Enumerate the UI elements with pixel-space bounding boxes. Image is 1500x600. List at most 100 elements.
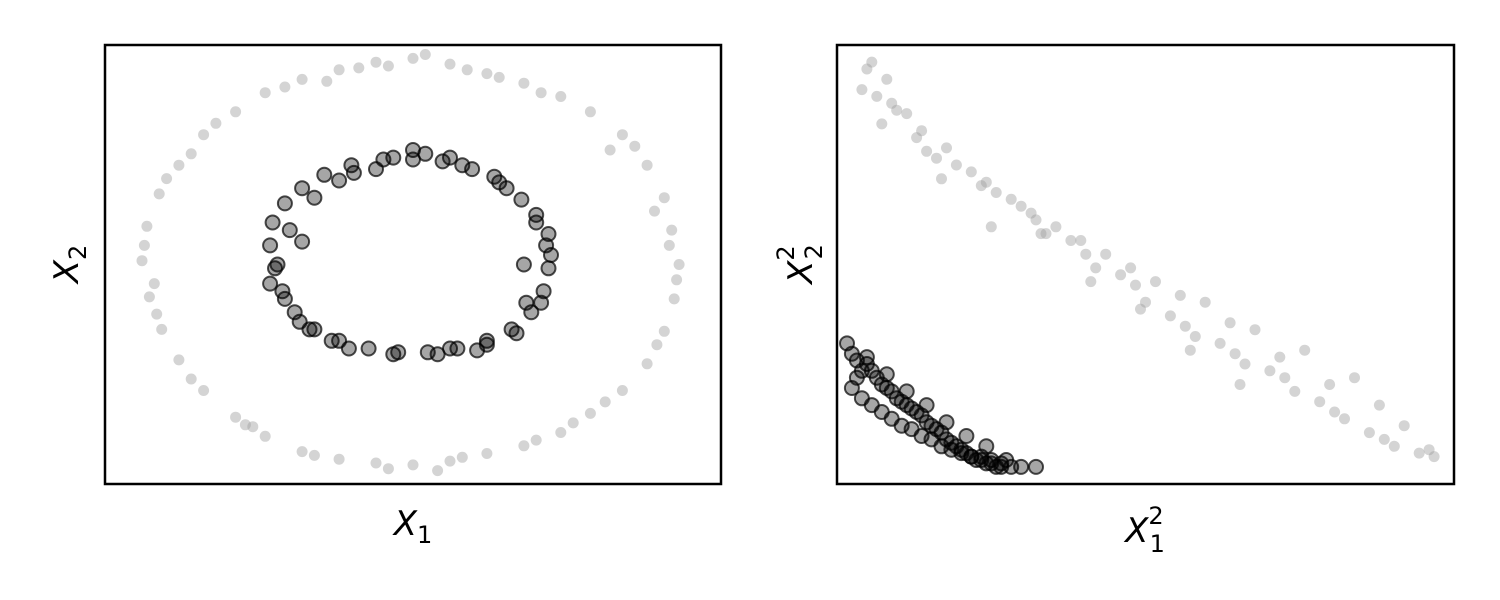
left-outer-point [599,396,611,408]
left-inner-point [323,332,340,349]
right-outer-point [1030,214,1042,226]
right-outer-point [1140,296,1151,308]
left-outer-point [518,77,530,89]
left-inner-point [291,313,308,330]
left-inner-point [294,180,311,197]
right-x-axis-label: X2 1 [1123,502,1165,558]
left-outer-point [493,71,505,83]
left-outer-point [370,56,382,68]
left-outer-point [185,148,197,160]
left-outer-point [456,451,468,463]
left-outer-point [259,87,271,99]
left-inner-point [294,233,311,250]
left-outer-point [148,278,160,290]
right-outer-point [921,145,933,157]
right-outer-point [1179,320,1191,332]
left-outer-point [382,463,394,475]
left-outer-point [663,239,675,251]
left-inner-point [405,142,421,158]
right-outer-point [1324,379,1336,390]
left-inner-point [442,149,458,166]
right-outer-point [881,73,893,85]
right-outer-point [1428,451,1440,463]
left-inner-point [508,325,525,342]
left-outer-point [198,385,210,396]
right-outer-point [1264,365,1276,377]
right-outer-point [1050,221,1062,233]
right-outer-point [1035,228,1047,240]
right-outer-point [1015,200,1027,212]
right-outer-point [1005,193,1017,205]
left-inner-point [264,214,281,231]
left-plot-frame [103,43,723,486]
right-inner-point [918,397,935,414]
left-outer-point [419,49,431,60]
left-outer-point [673,259,685,270]
left-inner-point [262,275,279,292]
left-outer-point [432,465,444,477]
right-outer-point [1214,337,1226,349]
right-outer-point [1299,344,1311,356]
left-inner-point [540,260,557,277]
left-outer-point [156,323,168,335]
right-outer-point [1184,344,1196,356]
right-outer-point [1135,303,1146,315]
right-outer-point [1274,351,1286,363]
right-inner-point [1013,458,1030,475]
right-outer-point [1239,358,1251,370]
left-outer-point [481,448,493,459]
left-outer-point [530,434,542,446]
left-outer-point [535,87,547,99]
left-outer-point [136,255,148,267]
left-outer-point [658,192,670,204]
left-inner-point [442,340,458,357]
left-inner-point [513,191,530,208]
left-outer-point [333,453,345,465]
left-outer-point [333,64,345,76]
right-outer-point [1329,406,1341,418]
left-inner-point [540,226,557,242]
left-outer-point [210,117,222,129]
right-inner-point [898,383,915,400]
right-outer-point [1229,348,1241,360]
right-inner-point [878,366,895,383]
left-outer-point [151,308,163,320]
right-outer-point [1378,433,1390,445]
right-inner-point [1028,458,1044,475]
right-outer-point [856,84,868,96]
left-inner-point [498,180,515,197]
right-outer-point [1339,413,1350,425]
right-scatter-panel: X2 1 X22 [772,43,1456,558]
right-outer-point [1075,235,1087,246]
left-outer-point [407,459,419,471]
left-outer-point [247,421,259,433]
left-outer-point [567,417,579,429]
left-inner-point [345,164,362,181]
left-inner-point [269,256,286,273]
left-inner-point [306,189,323,206]
left-outer-point [353,62,365,74]
right-outer-point [950,159,962,171]
right-outer-point [871,90,883,102]
left-outer-point [616,385,628,396]
right-outer-point [1100,248,1112,260]
left-outer-point [518,440,530,452]
left-outer-point [296,73,308,85]
left-outer-point [407,52,419,64]
left-inner-point [478,336,495,353]
left-inner-point [276,195,293,212]
left-inner-point [368,161,384,178]
right-outer-point [916,125,928,137]
left-inner-point [316,166,333,183]
left-outer-point [671,274,683,286]
left-inner-point [478,332,495,349]
right-outer-point [1040,228,1052,240]
left-inner-point [360,340,377,357]
left-outer-point [555,91,567,102]
right-outer-point [1189,331,1201,342]
left-outer-point [259,430,271,442]
right-outer-point [941,142,952,154]
right-outer-point [1423,444,1435,456]
left-outer-point [138,239,150,251]
left-inner-point [331,172,348,189]
